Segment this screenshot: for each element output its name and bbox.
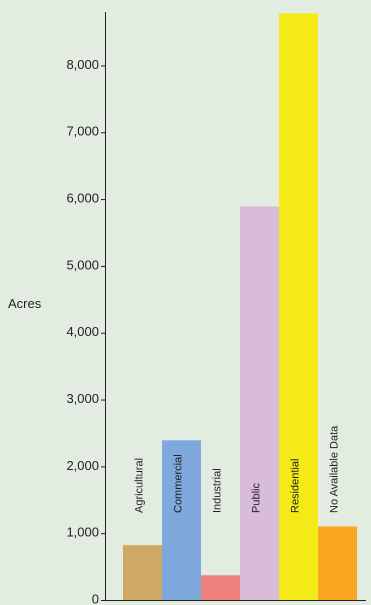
bar-label-industrial: Industrial: [211, 468, 223, 513]
y-tick-label: 2,000: [66, 458, 99, 473]
bar-commercial: [162, 440, 201, 600]
y-tick-label: 4,000: [66, 324, 99, 339]
bars-group: [123, 13, 357, 600]
y-tick-label: 0: [92, 591, 99, 605]
bar-labels-group: Agricultural Commercial Industrial Public Re…: [133, 425, 340, 513]
y-axis-title: Acres: [8, 296, 42, 311]
y-tick-label: 3,000: [66, 391, 99, 406]
bar-public: [240, 206, 279, 600]
bar-no-available-data: [318, 526, 357, 600]
bar-label-commercial: Commercial: [172, 454, 184, 513]
bar-residential: [279, 13, 318, 600]
y-tick-label: 8,000: [66, 57, 99, 72]
bar-label-agricultural: Agricultural: [133, 458, 145, 513]
bar-agricultural: [123, 545, 162, 600]
y-tick-label: 6,000: [66, 191, 99, 206]
bar-industrial: [201, 575, 240, 600]
bar-label-no-available-data: No Available Data: [328, 425, 340, 513]
y-tick-label: 1,000: [66, 525, 99, 540]
y-tick-label: 7,000: [66, 124, 99, 139]
y-tick-label: 5,000: [66, 257, 99, 272]
bar-label-residential: Residential: [289, 459, 301, 513]
bar-label-public: Public: [250, 483, 262, 513]
y-axis: 0 1,000 2,000 3,000 4,000 5,000 6,000 7,000 8,00…: [66, 12, 106, 605]
